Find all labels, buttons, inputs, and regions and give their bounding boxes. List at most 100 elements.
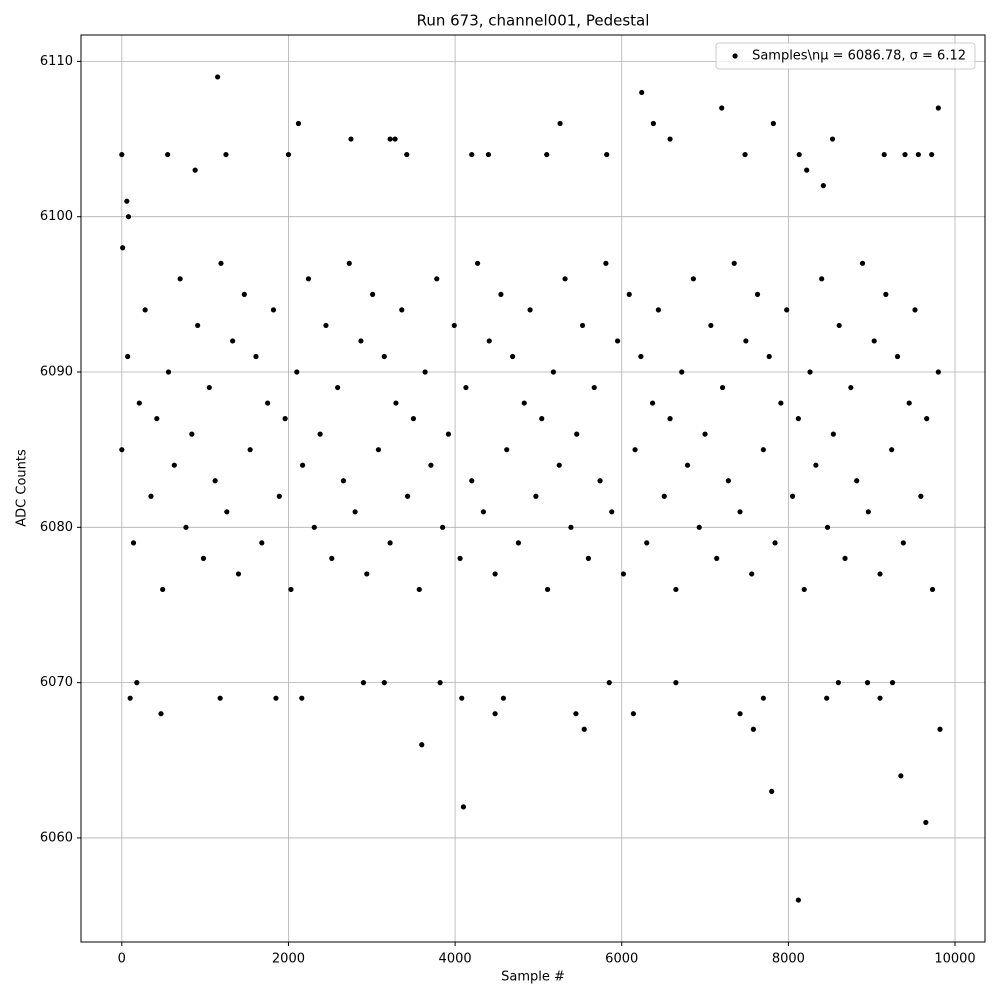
point: [854, 478, 860, 484]
point: [192, 167, 198, 173]
point: [509, 353, 516, 360]
y-tick-label: 6090: [40, 365, 73, 380]
point: [667, 416, 673, 422]
point: [241, 291, 247, 297]
point: [737, 509, 743, 515]
point: [405, 493, 411, 499]
point: [719, 105, 725, 111]
point: [702, 431, 708, 437]
point: [606, 680, 612, 686]
legend: Samples\nμ = 6086.78, σ = 6.12: [715, 42, 976, 70]
point: [148, 493, 154, 499]
point: [661, 493, 667, 499]
legend-label: Samples\nμ = 6086.78, σ = 6.12: [752, 49, 966, 64]
point: [451, 322, 457, 329]
point: [273, 695, 279, 701]
point: [404, 151, 410, 158]
point: [604, 151, 610, 158]
point: [772, 540, 778, 546]
point: [667, 136, 673, 142]
point: [399, 307, 405, 313]
point: [247, 447, 253, 453]
x-tick-label: 6000: [605, 952, 638, 967]
point: [428, 462, 434, 468]
point: [750, 726, 756, 732]
point: [626, 291, 632, 297]
point: [160, 586, 166, 593]
point: [603, 260, 609, 266]
point: [539, 416, 545, 422]
plot-frame: [80, 34, 986, 943]
point: [348, 136, 354, 142]
point: [305, 276, 312, 282]
point: [574, 431, 580, 437]
point: [614, 338, 621, 344]
point: [696, 524, 702, 530]
point: [270, 307, 277, 313]
point: [804, 167, 810, 173]
point: [902, 151, 908, 158]
point: [796, 151, 802, 158]
point: [134, 680, 140, 686]
point: [492, 571, 498, 577]
point: [655, 307, 661, 313]
point: [859, 260, 866, 266]
point: [597, 478, 603, 484]
point: [285, 151, 292, 158]
point: [864, 680, 871, 686]
chart-title: Run 673, channel001, Pedestal: [417, 12, 650, 30]
point: [498, 291, 504, 297]
point: [573, 711, 579, 717]
point: [929, 151, 935, 158]
point: [154, 416, 160, 422]
x-tick-label: 8000: [772, 952, 805, 967]
x-tick-label: 0: [118, 952, 126, 967]
point: [235, 571, 242, 577]
point: [171, 462, 177, 468]
point: [754, 291, 761, 297]
point: [460, 804, 467, 810]
point: [515, 540, 522, 546]
point: [585, 555, 592, 561]
point: [865, 509, 871, 515]
point: [609, 509, 615, 515]
point: [364, 571, 370, 577]
point: [224, 509, 230, 515]
point: [189, 431, 195, 437]
point: [125, 353, 131, 360]
point: [340, 478, 347, 484]
point: [835, 680, 841, 686]
point: [556, 462, 562, 468]
point: [749, 571, 755, 577]
point: [294, 369, 300, 375]
point: [459, 695, 465, 701]
point: [480, 509, 487, 515]
point: [766, 353, 772, 360]
point: [801, 586, 807, 593]
point: [130, 540, 137, 546]
point: [898, 773, 904, 779]
point: [714, 555, 720, 561]
point: [253, 353, 259, 360]
point: [440, 524, 446, 530]
point: [742, 151, 748, 158]
point: [288, 586, 294, 593]
point: [474, 260, 481, 266]
point: [375, 447, 382, 453]
point: [684, 462, 691, 468]
point: [912, 307, 918, 313]
point: [393, 400, 399, 406]
point: [673, 586, 679, 593]
point: [784, 307, 790, 313]
point: [889, 680, 896, 686]
point: [544, 586, 551, 593]
point: [311, 524, 317, 530]
point: [918, 493, 924, 499]
point: [500, 695, 507, 701]
point: [935, 105, 941, 111]
point: [929, 586, 936, 593]
point: [923, 819, 929, 826]
point: [381, 680, 387, 686]
point: [300, 462, 306, 468]
point: [392, 136, 398, 142]
